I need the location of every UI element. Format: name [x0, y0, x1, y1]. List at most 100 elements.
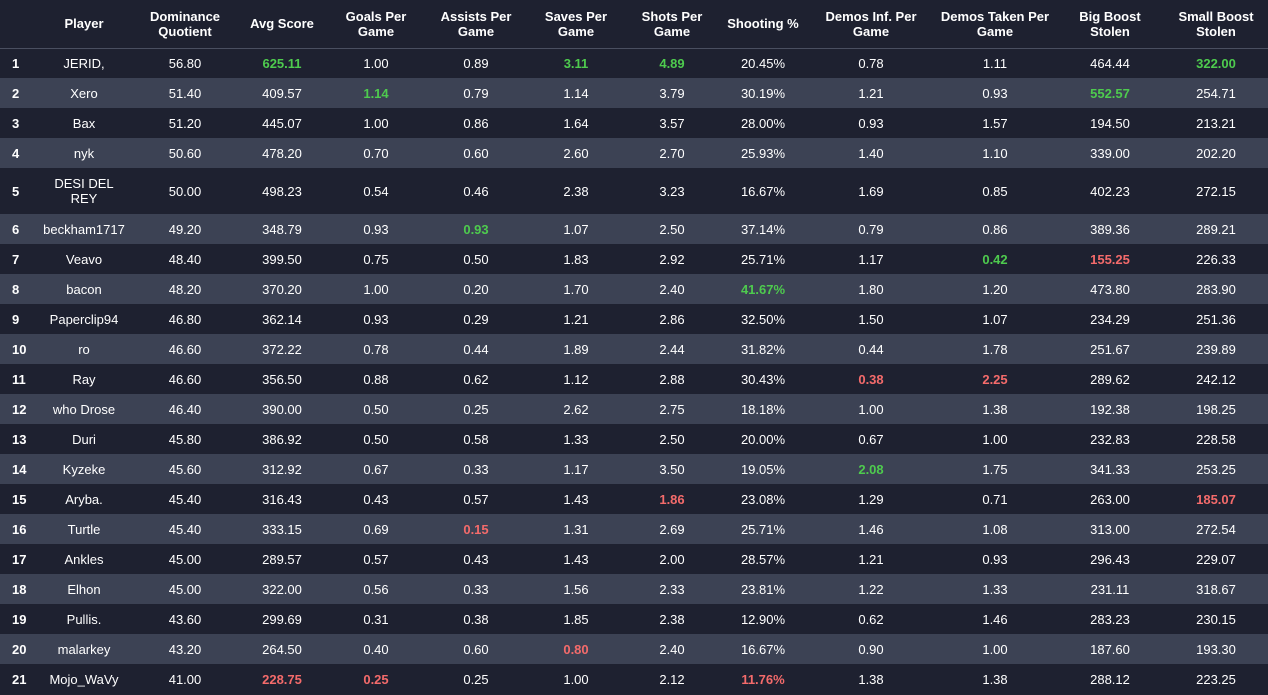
stat-cell: 1.00: [982, 641, 1008, 657]
table-row: 4 nyk 50.60 478.20 0.70 0.60 2.60 2.70 25.93% 1.4…: [0, 138, 1268, 168]
stat-cell: 1.69: [858, 183, 884, 199]
table-row: 15 Aryba. 45.40 316.43 0.43 0.57 1.43 1.86 23.08…: [0, 484, 1268, 514]
stat-cell: 372.22: [262, 341, 302, 357]
stat-cell: 2.86: [659, 311, 685, 327]
stat-cell: 1.56: [563, 581, 589, 597]
table-row: 1 JERID, 56.80 625.11 1.00 0.89 3.11 4.89 20.45%…: [0, 48, 1268, 78]
row-index: 7: [12, 251, 20, 267]
stat-cell: 0.78: [858, 55, 884, 71]
player-name: Ankles: [64, 551, 104, 567]
column-header-9[interactable]: Demos Inf. Per Game: [825, 8, 917, 39]
column-header-4[interactable]: Goals Per Game: [345, 8, 407, 39]
stat-cell: 1.46: [858, 521, 884, 537]
stat-cell: 1.20: [982, 281, 1008, 297]
stat-cell: 1.78: [982, 341, 1008, 357]
column-header-5[interactable]: Assists Per Game: [440, 8, 512, 39]
stat-cell: 31.82%: [740, 341, 786, 357]
stat-cell: 1.17: [858, 251, 884, 267]
stat-cell: 20.00%: [740, 431, 786, 447]
stat-cell: 289.57: [262, 551, 302, 567]
stat-cell: 23.81%: [740, 581, 786, 597]
stat-cell: 30.19%: [740, 85, 786, 101]
column-header-8[interactable]: Shooting %: [727, 16, 799, 32]
stat-cell: 322.00: [1196, 55, 1236, 71]
stat-cell: 45.80: [168, 431, 202, 447]
stat-cell: 299.69: [262, 611, 302, 627]
player-name: Kyzeke: [62, 461, 106, 477]
stat-cell: 3.57: [659, 115, 685, 131]
stat-cell: 25.71%: [740, 521, 786, 537]
stat-cell: 283.23: [1090, 611, 1130, 627]
stat-cell: 0.31: [363, 611, 389, 627]
header-row: Player Dominance Quotient Avg Score Goals P…: [0, 0, 1268, 48]
column-header-1[interactable]: Player: [64, 16, 104, 32]
stat-cell: 0.46: [463, 183, 489, 199]
stat-cell: 0.38: [858, 371, 884, 387]
stat-cell: 46.40: [168, 401, 202, 417]
table-row: 13 Duri 45.80 386.92 0.50 0.58 1.33 2.50 20.00% 0…: [0, 424, 1268, 454]
row-index: 13: [12, 431, 27, 447]
stat-cell: 0.50: [463, 251, 489, 267]
column-header-10[interactable]: Demos Taken Per Game: [940, 8, 1050, 39]
stat-cell: 0.67: [858, 431, 884, 447]
stat-cell: 2.50: [659, 431, 685, 447]
stat-cell: 370.20: [262, 281, 302, 297]
stat-cell: 0.79: [858, 221, 884, 237]
stat-cell: 48.40: [168, 251, 202, 267]
stat-cell: 50.60: [168, 145, 202, 161]
player-name: Turtle: [67, 521, 101, 537]
stat-cell: 0.15: [463, 521, 489, 537]
stat-cell: 0.69: [363, 521, 389, 537]
stat-cell: 253.25: [1196, 461, 1236, 477]
stat-cell: 386.92: [262, 431, 302, 447]
stat-cell: 0.40: [363, 641, 389, 657]
stat-cell: 1.17: [563, 461, 589, 477]
stat-cell: 1.22: [858, 581, 884, 597]
stat-cell: 498.23: [262, 183, 302, 199]
stat-cell: 1.21: [563, 311, 589, 327]
table-header: Player Dominance Quotient Avg Score Goals P…: [0, 0, 1268, 48]
row-index: 19: [12, 611, 27, 627]
column-header-7[interactable]: Shots Per Game: [641, 8, 703, 39]
row-index: 8: [12, 281, 20, 297]
stat-cell: 1.89: [563, 341, 589, 357]
stat-cell: 0.79: [463, 85, 489, 101]
stat-cell: 1.00: [563, 671, 589, 687]
stat-cell: 0.70: [363, 145, 389, 161]
stat-cell: 19.05%: [740, 461, 786, 477]
stat-cell: 0.44: [463, 341, 489, 357]
column-header-2[interactable]: Dominance Quotient: [149, 8, 221, 39]
stat-cell: 2.88: [659, 371, 685, 387]
stat-cell: 2.00: [659, 551, 685, 567]
stat-cell: 223.25: [1196, 671, 1236, 687]
stat-cell: 341.33: [1090, 461, 1130, 477]
stat-cell: 1.57: [982, 115, 1008, 131]
stat-cell: 16.67%: [740, 183, 786, 199]
stat-cell: 263.00: [1090, 491, 1130, 507]
stat-cell: 48.20: [168, 281, 202, 297]
stat-cell: 296.43: [1090, 551, 1130, 567]
column-header-3[interactable]: Avg Score: [250, 16, 314, 32]
stat-cell: 409.57: [262, 85, 302, 101]
stat-cell: 356.50: [262, 371, 302, 387]
stat-cell: 322.00: [262, 581, 302, 597]
stat-cell: 198.25: [1196, 401, 1236, 417]
stat-cell: 229.07: [1196, 551, 1236, 567]
row-index: 2: [12, 85, 20, 101]
player-name: Xero: [70, 85, 98, 101]
stat-cell: 1.85: [563, 611, 589, 627]
row-index: 12: [12, 401, 27, 417]
stat-cell: 389.36: [1090, 221, 1130, 237]
stat-cell: 239.89: [1196, 341, 1236, 357]
stat-cell: 0.43: [463, 551, 489, 567]
row-index: 11: [12, 371, 26, 387]
stat-cell: 0.43: [363, 491, 389, 507]
column-header-6[interactable]: Saves Per Game: [544, 8, 608, 39]
column-header-12[interactable]: Small Boost Stolen: [1178, 8, 1254, 39]
stat-cell: 12.90%: [740, 611, 786, 627]
stat-cell: 1.43: [563, 491, 589, 507]
stat-cell: 0.93: [463, 221, 489, 237]
column-header-11[interactable]: Big Boost Stolen: [1079, 8, 1141, 39]
stat-cell: 2.62: [563, 401, 589, 417]
column-header-0[interactable]: [0, 0, 36, 48]
